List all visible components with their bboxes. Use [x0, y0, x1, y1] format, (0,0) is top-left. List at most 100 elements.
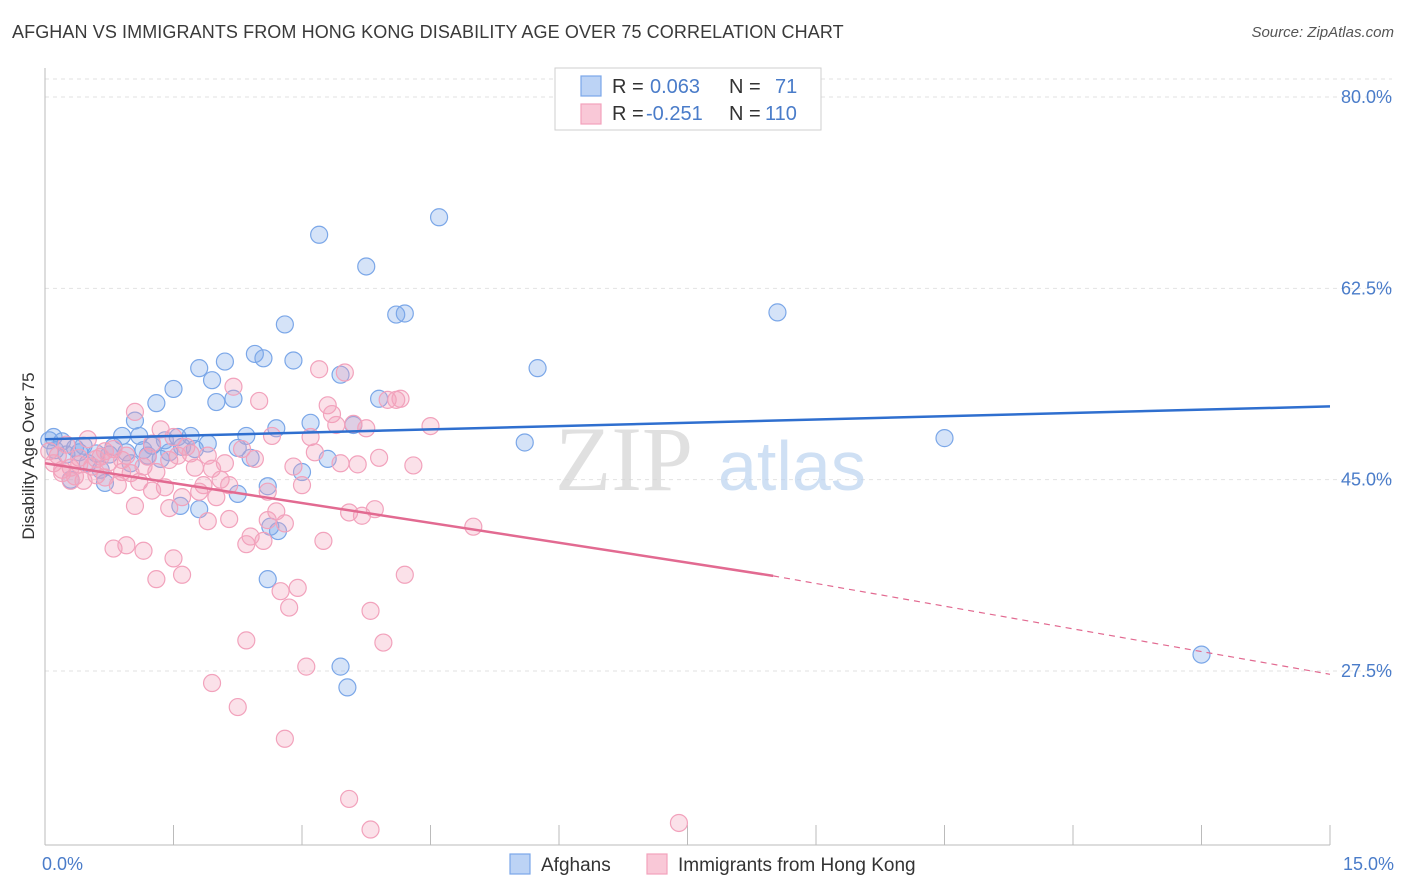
hongkong-point-106 — [53, 464, 72, 483]
hongkong-point-91 — [237, 631, 256, 650]
hongkong-point-97 — [117, 536, 136, 555]
hongkong-point-53 — [271, 582, 290, 601]
hongkong-point-101 — [198, 512, 217, 531]
hongkong-point-48 — [250, 391, 269, 411]
hongkong-point-92 — [275, 729, 294, 748]
hongkong-trend-line — [44, 462, 774, 578]
afghans-point-35 — [207, 392, 226, 412]
hongkong-point-109 — [112, 462, 132, 482]
hongkong-point-4 — [57, 435, 76, 454]
hongkong-point-88 — [172, 565, 192, 584]
afghans-trend-line — [44, 405, 1331, 441]
stats-r-label-1: R = — [612, 76, 644, 98]
afghans-point-56 — [395, 304, 414, 323]
stats-r-label-2: R = — [612, 103, 644, 125]
hongkong-point-18 — [117, 446, 136, 465]
hongkong-point-71 — [348, 455, 367, 474]
afghans-point-58 — [515, 433, 534, 452]
hongkong-point-74 — [361, 601, 380, 620]
stats-n-value-1: 71 — [775, 76, 797, 98]
afghans-point-34 — [202, 371, 222, 390]
hongkong-point-20 — [125, 402, 145, 421]
afghans-point-45 — [275, 315, 294, 334]
hongkong-point-95 — [669, 813, 689, 833]
hongkong-point-58 — [292, 476, 312, 495]
stats-r-value-2: -0.251 — [646, 103, 703, 125]
hongkong-point-90 — [228, 697, 247, 717]
hongkong-point-31 — [172, 488, 192, 507]
hongkong-point-57 — [288, 578, 307, 598]
afghans-point-32 — [190, 359, 209, 378]
legend-swatch-afghans — [509, 853, 531, 875]
hongkong-point-43 — [224, 377, 243, 396]
legend-label-afghans: Afghans — [541, 855, 611, 876]
afghans-point-68 — [258, 570, 277, 589]
afghans-point-42 — [254, 349, 273, 368]
hongkong-point-80 — [391, 389, 410, 408]
watermark-atlas: atlas — [718, 427, 866, 505]
stats-n-value-2: 110 — [765, 103, 797, 125]
hongkong-point-89 — [202, 673, 222, 693]
afghans-point-59 — [528, 359, 547, 378]
hongkong-point-102 — [220, 509, 239, 529]
hongkong-point-84 — [464, 517, 483, 536]
legend-label-hongkong: Immigrants from Hong Kong — [678, 855, 916, 876]
hongkong-point-81 — [395, 565, 414, 584]
hongkong-point-100 — [160, 498, 179, 518]
hongkong-point-63 — [314, 531, 333, 550]
axes — [44, 68, 1331, 846]
afghans-point-23 — [147, 394, 166, 413]
afghans-point-27 — [164, 379, 183, 399]
hongkong-point-42 — [220, 476, 239, 495]
x-tick-label-1: 15.0% — [1343, 854, 1394, 874]
hongkong-point-108 — [95, 442, 115, 461]
hongkong-point-76 — [370, 448, 389, 467]
hongkong-point-61 — [305, 443, 324, 462]
y-tick-label-1: 62.5% — [1341, 278, 1392, 298]
hongkong-point-67 — [331, 454, 350, 473]
hongkong-point-44 — [232, 439, 252, 459]
hongkong-point-34 — [185, 458, 205, 477]
y-tick-label-2: 45.0% — [1341, 470, 1392, 490]
hongkong-point-94 — [361, 820, 380, 839]
hongkong-point-82 — [404, 456, 423, 475]
afghans-point-41 — [245, 344, 264, 364]
legend-swatch-hongkong — [646, 853, 668, 875]
afghans-point-57 — [429, 208, 449, 227]
hongkong-point-98 — [125, 496, 145, 516]
hongkong-point-54 — [275, 514, 294, 533]
hongkong-point-24 — [142, 434, 162, 453]
stats-n-label-2: N = — [729, 103, 761, 125]
afghans-point-46 — [284, 351, 303, 370]
stats-swatch-afghans — [580, 75, 602, 97]
afghans-point-49 — [310, 225, 329, 244]
hongkong-point-59 — [297, 657, 316, 676]
hongkong-point-49 — [254, 531, 273, 550]
afghans-point-53 — [357, 257, 376, 276]
y-tick-label-3: 27.5% — [1341, 661, 1392, 681]
stats-swatch-hongkong — [580, 103, 602, 125]
hongkong-point-64 — [318, 396, 337, 415]
afghans-point-62 — [1192, 645, 1211, 664]
trend-lines — [44, 405, 1331, 675]
hongkong-point-36 — [194, 476, 213, 495]
grid-lines — [45, 78, 1392, 672]
afghans-point-43 — [258, 477, 277, 496]
afghans-point-61 — [935, 429, 954, 448]
chart-title: AFGHAN VS IMMIGRANTS FROM HONG KONG DISA… — [12, 22, 844, 42]
hongkong-point-41 — [215, 454, 234, 473]
stats-r-value-1: 0.063 — [650, 76, 700, 98]
afghans-point-70 — [338, 678, 357, 697]
data-points — [40, 208, 1211, 839]
hongkong-point-93 — [340, 789, 359, 809]
hongkong-point-87 — [164, 549, 183, 568]
hongkong-point-51 — [262, 426, 282, 446]
afghans-point-69 — [331, 657, 350, 676]
y-tick-label-0: 80.0% — [1341, 87, 1392, 107]
afghans-point-60 — [768, 303, 787, 322]
afghans-point-36 — [215, 352, 234, 371]
hongkong-point-73 — [357, 419, 376, 438]
hongkong-point-85 — [134, 541, 153, 560]
hongkong-point-28 — [160, 450, 179, 470]
hongkong-trend-line-extension — [773, 575, 1331, 675]
